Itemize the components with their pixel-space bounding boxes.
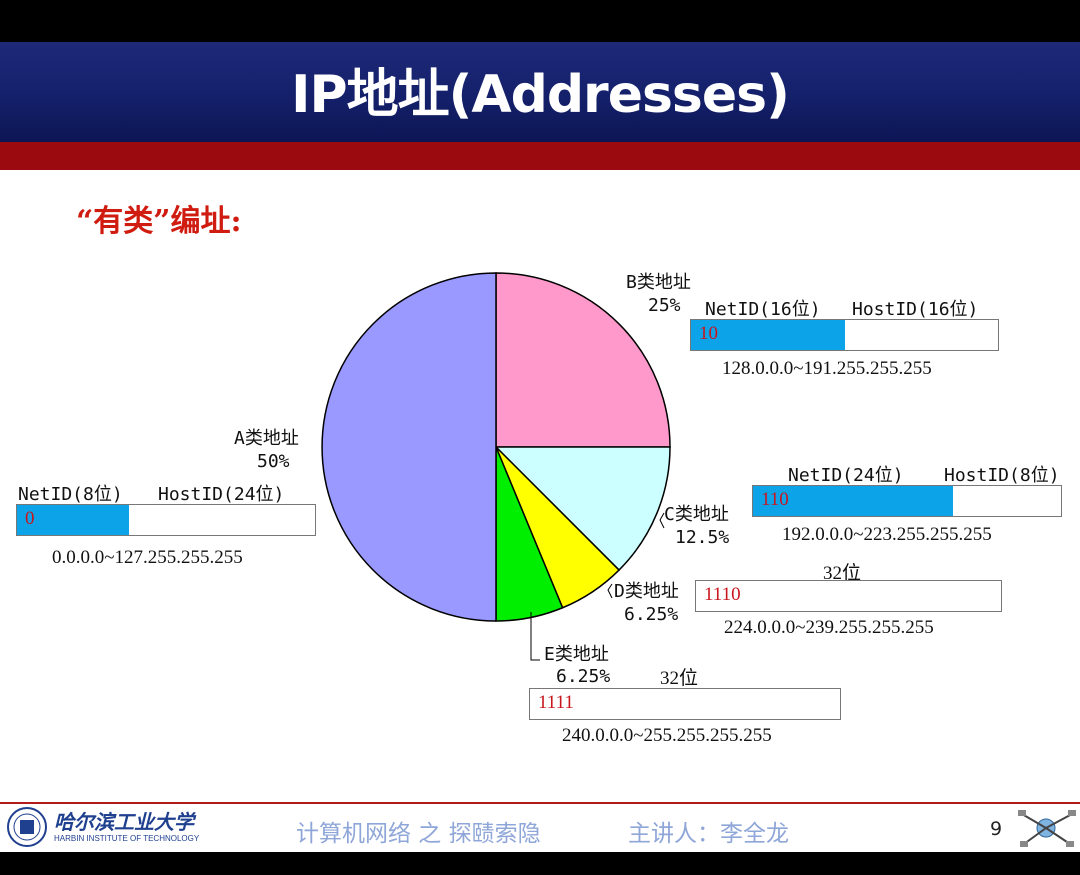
slide-subtitle: “有类”编址: — [76, 204, 242, 239]
class-a-pct: 50% — [257, 451, 290, 472]
pie-slice-1 — [494, 446, 671, 572]
class-e-range: 240.0.0.0~255.255.255.255 — [562, 725, 772, 746]
pie-slice-4 — [321, 272, 497, 622]
class-d-label: D类地址 — [614, 581, 679, 602]
slide-footer — [0, 802, 1080, 852]
pie-slice-0 — [495, 272, 671, 448]
top-black-bar — [0, 0, 1080, 42]
network-globe-icon — [1018, 810, 1076, 847]
class-e-label: E类地址 — [544, 644, 609, 665]
leader-line-2 — [530, 612, 540, 661]
course-name: 计算机网络 之 探赜索隐 — [296, 821, 541, 847]
slide-title: IP地址(Addresses) — [291, 65, 790, 125]
university-logo-icon — [7, 807, 47, 847]
red-band — [0, 142, 1080, 170]
class-a-hostid-label: HostID(24位) — [158, 484, 285, 505]
class-c-hostid-label: HostID(8位) — [944, 465, 1060, 486]
class-e-address-bar: 1111 — [529, 688, 841, 720]
class-d-prefix: 1110 — [704, 584, 741, 605]
slide-header — [0, 42, 1080, 142]
university-name-cn: 哈尔滨工业大学 — [54, 810, 194, 834]
lecturer-name: 主讲人：李全龙 — [628, 821, 789, 847]
class-b-label: B类地址 — [626, 272, 691, 293]
leader-line-1 — [607, 583, 613, 599]
class-b-hostid-label: HostID(16位) — [852, 299, 979, 320]
class-b-prefix: 10 — [699, 323, 718, 344]
class-d-range: 224.0.0.0~239.255.255.255 — [724, 617, 934, 638]
class-a-address-bar: 0 — [16, 504, 316, 536]
university-name-en: HARBIN INSTITUTE OF TECHNOLOGY — [54, 834, 200, 843]
class-a-netid-fill — [17, 505, 129, 535]
class-c-pct: 12.5% — [675, 527, 730, 548]
class-a-label: A类地址 — [234, 428, 299, 449]
class-b-range: 128.0.0.0~191.255.255.255 — [722, 358, 932, 379]
class-a-range: 0.0.0.0~127.255.255.255 — [52, 547, 243, 568]
class-b-netid-fill — [691, 320, 845, 350]
class-b-netid-label: NetID(16位) — [705, 299, 821, 320]
page-number: 9 — [990, 818, 1003, 840]
class-a-netid-label: NetID(8位) — [18, 484, 123, 505]
class-a-prefix: 0 — [25, 508, 35, 529]
class-e-prefix: 1111 — [538, 692, 574, 713]
class-d-width-label: 32位 — [823, 563, 862, 584]
class-e-pct: 6.25% — [556, 666, 611, 687]
bottom-black-bar — [0, 852, 1080, 875]
class-c-netid-label: NetID(24位) — [788, 465, 904, 486]
class-c-netid-fill — [753, 486, 954, 516]
class-d-address-bar: 1110 — [695, 580, 1002, 612]
class-b-pct: 25% — [648, 295, 681, 316]
class-e-width-label: 32位 — [660, 668, 699, 689]
class-b-address-bar: 10 — [690, 319, 999, 351]
leader-line-0 — [659, 512, 665, 529]
class-c-range: 192.0.0.0~223.255.255.255 — [782, 524, 992, 545]
class-d-pct: 6.25% — [624, 604, 679, 625]
class-c-prefix: 110 — [761, 489, 789, 510]
class-c-label: C类地址 — [664, 504, 729, 525]
class-c-address-bar: 110 — [752, 485, 1062, 517]
